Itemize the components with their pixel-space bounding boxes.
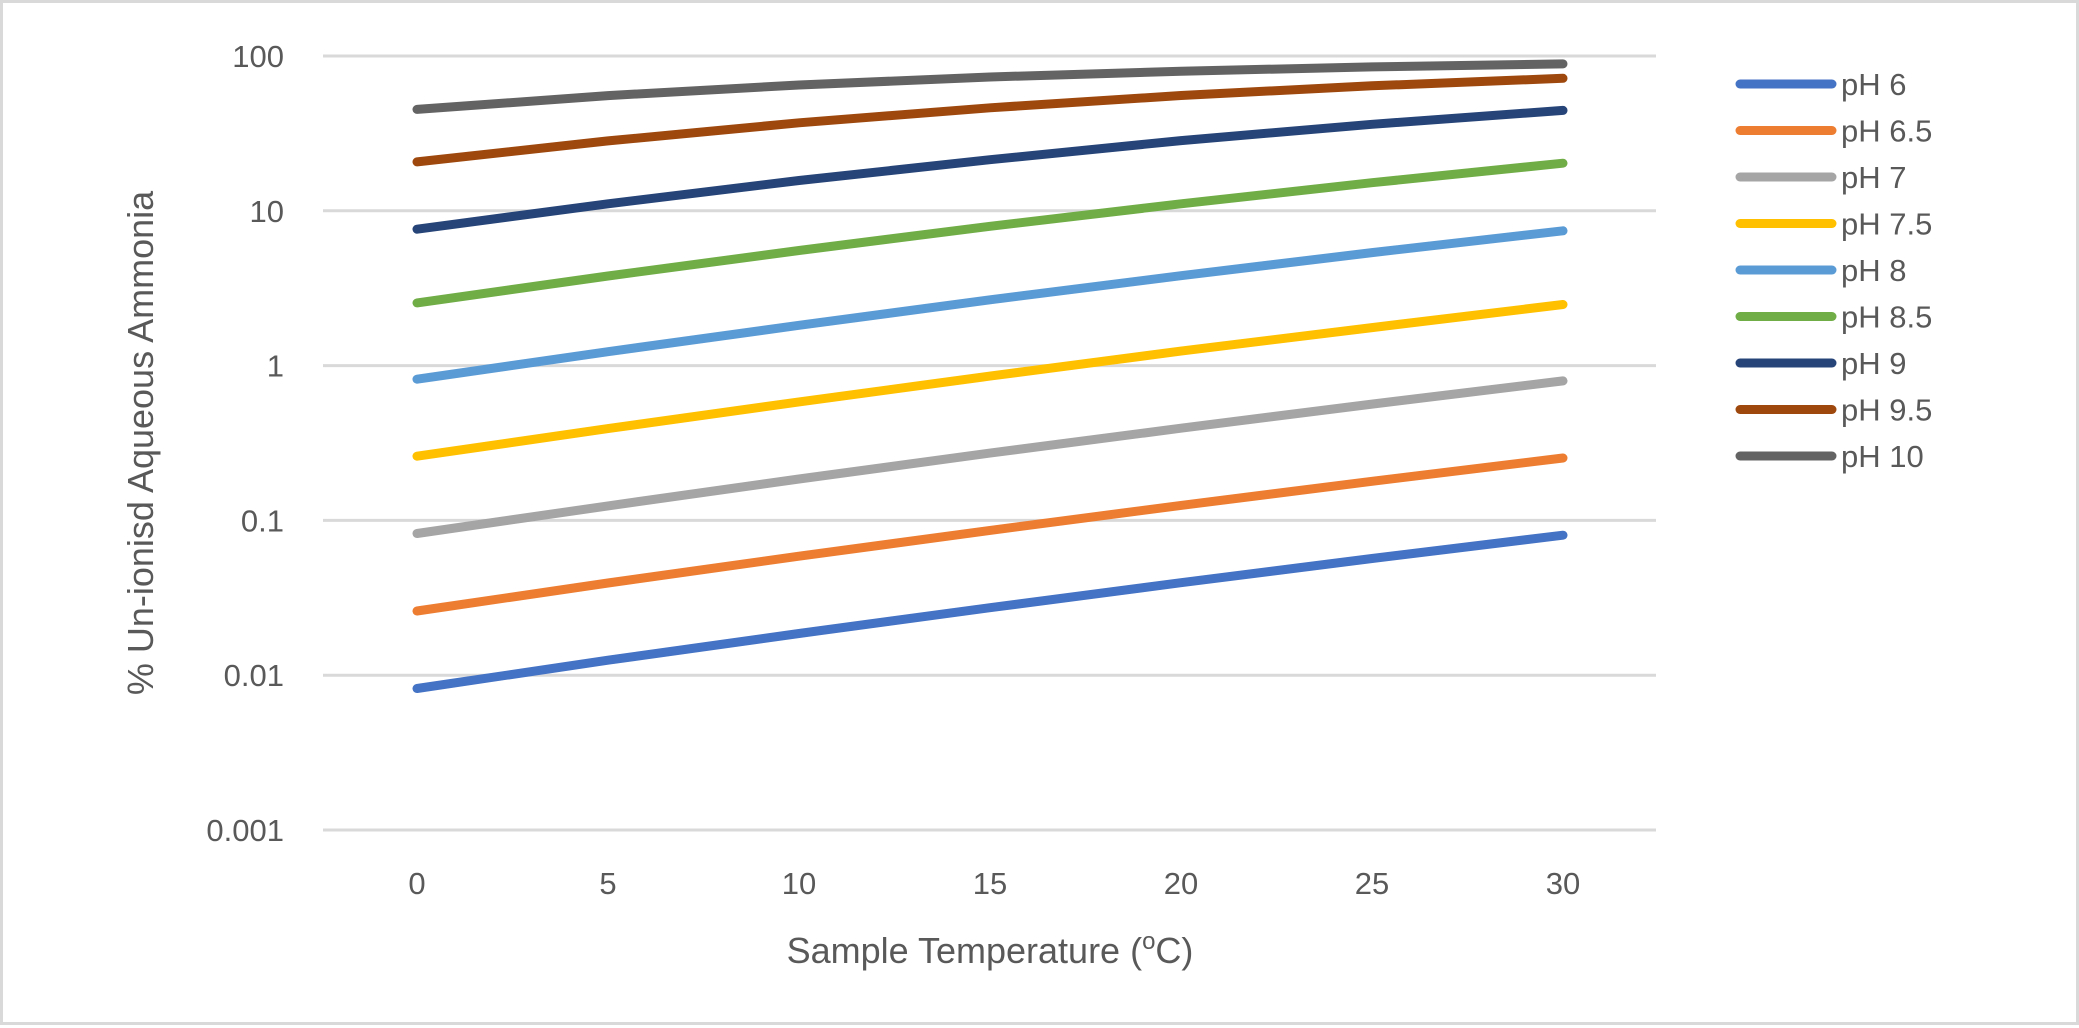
legend-label: pH 9 xyxy=(1841,346,1906,381)
legend-label: pH 10 xyxy=(1841,439,1924,474)
x-axis-title-superscript: o xyxy=(1142,928,1155,955)
y-tick-label: 0.001 xyxy=(206,813,284,848)
y-axis-title: % Un-ionisd Aqueous Ammonia xyxy=(120,190,161,695)
legend-item: pH 9 xyxy=(1735,346,1906,381)
series-line-ph-6-5 xyxy=(412,453,1568,616)
series-lines xyxy=(412,59,1568,693)
legend-label: pH 6.5 xyxy=(1841,114,1932,149)
x-tick-label: 25 xyxy=(1355,866,1389,901)
legend-item: pH 6.5 xyxy=(1735,114,1932,149)
y-tick-label: 0.01 xyxy=(224,658,284,693)
y-tick-label: 10 xyxy=(250,194,284,229)
legend-item: pH 9.5 xyxy=(1735,393,1932,428)
series-line-ph-7 xyxy=(412,376,1568,538)
x-tick-label: 30 xyxy=(1546,866,1580,901)
legend-label: pH 6 xyxy=(1841,67,1906,102)
x-tick-label: 10 xyxy=(782,866,816,901)
legend-item: pH 6 xyxy=(1735,67,1906,102)
series-line-ph-7-5 xyxy=(412,300,1568,461)
x-axis-title-main: Sample Temperature ( xyxy=(787,930,1143,971)
legend-label: pH 7.5 xyxy=(1841,207,1932,242)
y-tick-label: 1 xyxy=(267,349,284,384)
legend-item: pH 8 xyxy=(1735,253,1906,288)
legend-label: pH 8.5 xyxy=(1841,300,1932,335)
y-tick-label: 100 xyxy=(232,39,284,74)
legend-item: pH 8.5 xyxy=(1735,300,1932,335)
y-tick-label: 0.1 xyxy=(241,503,284,538)
x-axis-title-end: C) xyxy=(1155,930,1193,971)
legend-item: pH 7.5 xyxy=(1735,207,1932,242)
x-tick-label: 20 xyxy=(1164,866,1198,901)
series-line-ph-8 xyxy=(412,226,1568,384)
series-line-ph-8-5 xyxy=(412,158,1568,308)
x-tick-label: 0 xyxy=(408,866,425,901)
x-tick-label: 15 xyxy=(973,866,1007,901)
x-axis-title: Sample Temperature (oC) xyxy=(787,928,1194,971)
legend-item: pH 10 xyxy=(1735,439,1924,474)
legend-label: pH 8 xyxy=(1841,253,1906,288)
legend-item: pH 7 xyxy=(1735,160,1906,195)
series-line-ph-6 xyxy=(412,530,1568,693)
legend: pH 6 pH 6.5 pH 7 pH 7.5 pH 8 pH 8.5 pH 9 pH 9.5… xyxy=(1735,67,1932,474)
series-line-ph-9 xyxy=(412,105,1568,234)
legend-label: pH 7 xyxy=(1841,160,1906,195)
x-tick-label: 5 xyxy=(599,866,616,901)
legend-label: pH 9.5 xyxy=(1841,393,1932,428)
y-axis-ticks: 100 10 1 0.1 0.01 0.001 xyxy=(206,39,284,848)
series-line-ph-9-5 xyxy=(412,73,1568,167)
x-axis-ticks: 0 5 10 15 20 25 30 xyxy=(408,866,1580,901)
series-line-ph-10 xyxy=(412,59,1568,114)
